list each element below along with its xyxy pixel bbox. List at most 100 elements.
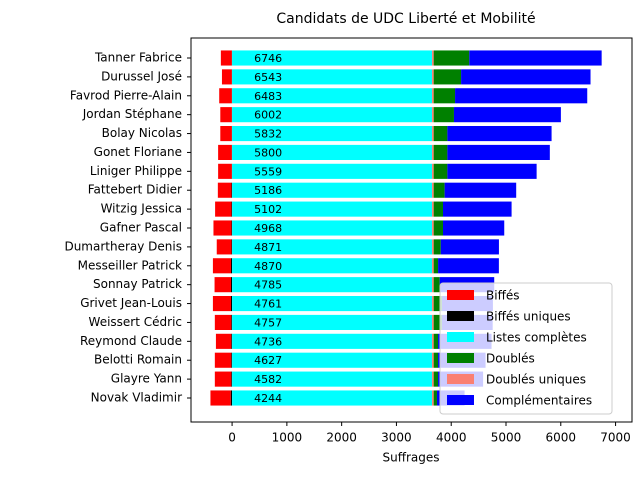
x-tick-label: 4000	[436, 431, 467, 445]
bar-segment	[441, 239, 499, 254]
total-label: 4582	[254, 373, 282, 386]
bar-segment	[432, 107, 434, 122]
bar-segment	[432, 277, 434, 292]
y-tick-label: Gafner Pascal	[100, 221, 182, 235]
y-tick-label: Durussel José	[101, 69, 182, 83]
x-tick-label: 6000	[546, 431, 577, 445]
total-label: 6543	[254, 71, 282, 84]
bar-segment	[432, 372, 434, 387]
bar-segment	[215, 353, 231, 368]
bar-segment	[213, 220, 231, 235]
x-tick-label: 7000	[600, 431, 631, 445]
legend-label: Doublés uniques	[486, 373, 586, 387]
x-tick-label: 0	[228, 431, 236, 445]
bar-segment	[232, 239, 233, 254]
bar-segment	[445, 183, 517, 198]
bar-segment	[432, 88, 434, 103]
legend-swatch	[447, 290, 474, 300]
total-label: 4785	[254, 279, 282, 292]
y-tick-label: Sonnay Patrick	[93, 277, 182, 291]
legend-swatch	[447, 332, 474, 342]
legend-label: Listes complètes	[486, 331, 587, 345]
total-label: 4757	[254, 316, 282, 329]
bar-segment	[434, 126, 448, 141]
bar-segment	[454, 107, 561, 122]
y-tick-label: Messeiller Patrick	[78, 258, 182, 272]
bar-segment	[432, 145, 434, 160]
bar-segment	[434, 183, 445, 198]
bar-segment	[215, 315, 231, 330]
y-tick-label: Fattebert Didier	[88, 183, 182, 197]
legend-label: Biffés	[486, 289, 519, 303]
bar-segment	[231, 315, 232, 330]
legend-swatch	[447, 374, 474, 384]
y-tick-label: Jordan Stéphane	[82, 107, 182, 121]
bar-segment	[434, 258, 438, 273]
y-tick-label: Belotti Romain	[94, 353, 182, 367]
bar-segment	[213, 258, 231, 273]
bar-segment	[231, 353, 232, 368]
bar-segment	[461, 69, 590, 84]
x-tick-label: 5000	[491, 431, 522, 445]
bar-segment	[469, 50, 601, 65]
bar-segment	[432, 315, 434, 330]
bar-segment	[447, 145, 549, 160]
bar-segment	[432, 239, 434, 254]
y-tick-label: Novak Vladimir	[91, 391, 182, 405]
y-tick-label: Reymond Claude	[80, 334, 182, 348]
total-label: 4870	[254, 260, 282, 273]
bar-segment	[432, 334, 434, 349]
bar-segment	[432, 390, 434, 405]
total-label: 4736	[254, 335, 282, 348]
bar-segment	[218, 183, 232, 198]
x-tick-label: 2000	[326, 431, 357, 445]
x-axis-label: Suffrages	[382, 451, 439, 465]
y-tick-label: Witzig Jessica	[101, 202, 182, 216]
bar-segment	[434, 50, 470, 65]
bar-segment	[218, 164, 232, 179]
bar-segment	[443, 220, 504, 235]
bar-segment	[434, 69, 461, 84]
bar-segment	[232, 220, 233, 235]
total-label: 4761	[254, 298, 282, 311]
bar-segment	[217, 239, 232, 254]
total-label: 4244	[254, 392, 282, 405]
bar-segment	[432, 164, 434, 179]
x-tick-label: 1000	[272, 431, 303, 445]
bar-segment	[220, 107, 232, 122]
bar-segment	[434, 202, 443, 217]
bar-segment	[434, 277, 440, 292]
total-label: 6002	[254, 109, 282, 122]
legend-swatch	[447, 353, 474, 363]
bar-segment	[232, 202, 233, 217]
total-label: 5832	[254, 128, 282, 141]
legend-swatch	[447, 395, 474, 405]
bar-segment	[231, 334, 232, 349]
bar-segment	[215, 372, 231, 387]
y-tick-label: Dumartheray Denis	[64, 239, 182, 253]
bar-segment	[432, 202, 434, 217]
bar-segment	[432, 220, 434, 235]
bar-segment	[231, 390, 232, 405]
bar-segment	[434, 220, 443, 235]
legend-swatch	[447, 311, 474, 321]
bar-segment	[219, 88, 232, 103]
bar-segment	[218, 145, 232, 160]
bar-segment	[434, 164, 448, 179]
y-tick-label: Bolay Nicolas	[102, 126, 182, 140]
x-tick-label: 3000	[381, 431, 412, 445]
bar-segment	[447, 126, 551, 141]
total-label: 6746	[254, 52, 282, 65]
bar-segment	[434, 334, 438, 349]
bar-segment	[432, 69, 434, 84]
y-tick-label: Gonet Floriane	[94, 145, 182, 159]
total-label: 4968	[254, 222, 282, 235]
bar-segment	[434, 372, 438, 387]
legend-label: Complémentaires	[486, 394, 592, 408]
bar-segment	[432, 258, 434, 273]
bar-segment	[231, 277, 232, 292]
bar-segment	[432, 183, 434, 198]
bar-segment	[232, 183, 233, 198]
